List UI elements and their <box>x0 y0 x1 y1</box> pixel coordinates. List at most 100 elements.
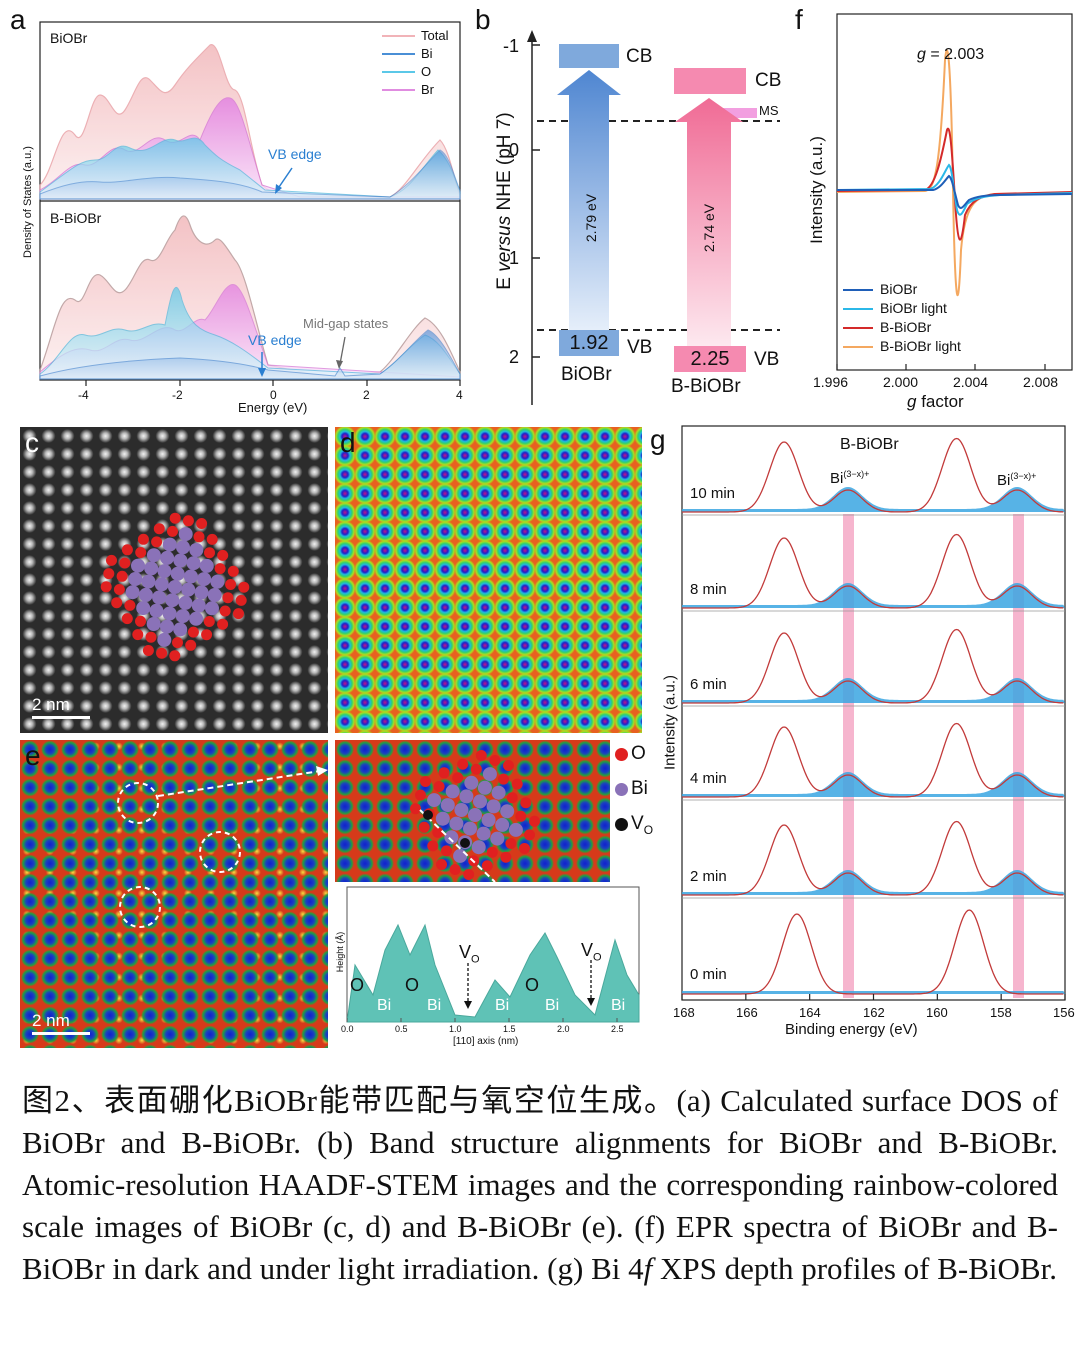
profile-vo-1-v: V <box>459 942 472 962</box>
o-atom <box>217 549 229 561</box>
xps-xtick-3: 162 <box>863 1005 885 1020</box>
band-alignment-diagram <box>527 30 780 405</box>
xps-fit-curve <box>682 820 1064 896</box>
legend-o: O <box>421 64 432 79</box>
xps-fit-curve <box>682 533 1064 609</box>
bi-atom <box>165 593 180 608</box>
o-atom <box>519 843 530 854</box>
xps-xtick-5: 158 <box>990 1005 1012 1020</box>
inset-overlay <box>410 750 540 882</box>
bbiobr-name: B-BiOBr <box>671 376 741 397</box>
bi-atom <box>427 793 442 808</box>
biobr-gap: 2.79 eV <box>583 193 599 243</box>
o-atom <box>511 778 523 790</box>
epr-legend-2: B-BiOBr <box>880 319 932 335</box>
xps-fit-curve <box>682 437 1064 513</box>
bi-atom <box>146 548 161 563</box>
legend-vo-label: VO <box>631 813 653 837</box>
profile-xtick-1: 0.5 <box>395 1024 408 1034</box>
bi-atom <box>173 553 188 568</box>
xps-component-fill <box>682 772 1065 797</box>
o-atom <box>457 758 469 770</box>
band-ytick-3: 2 <box>509 347 520 367</box>
legend-total: Total <box>421 28 449 43</box>
vb-edge-bottom: VB edge <box>248 332 302 348</box>
o-atom <box>225 579 237 590</box>
bi-atom <box>125 585 140 600</box>
o-atom <box>486 846 498 858</box>
o-atom <box>156 647 168 659</box>
o-atom <box>106 554 117 566</box>
profile-xtick-0: 0.0 <box>341 1024 354 1034</box>
bi-atom <box>160 619 174 634</box>
xps-depth-plot <box>681 425 1066 1001</box>
panel-e-zoom-inset <box>335 740 610 882</box>
bi-atom <box>149 603 164 618</box>
g-value-symbol: g <box>917 46 926 63</box>
o-atom <box>436 859 447 870</box>
o-atom <box>233 608 244 620</box>
o-atom <box>420 776 431 787</box>
legend-bi: Bi <box>421 46 433 61</box>
epr-legend-3: B-BiOBr light <box>880 338 961 354</box>
bi-atom <box>207 588 222 602</box>
o-atom <box>113 584 125 595</box>
midgap-label: Mid-gap states <box>303 316 389 331</box>
epr-ylabel: Intensity (a.u.) <box>807 136 826 244</box>
bi-atom <box>176 540 190 555</box>
bbiobr-vb-label: VB <box>754 349 780 370</box>
xps-peak-label-2-bi: Bi <box>997 472 1011 489</box>
o-atom <box>498 773 509 785</box>
o-atom <box>452 772 464 784</box>
o-atom <box>204 547 215 559</box>
bbiobr-vb-value: 2.25 <box>690 348 730 370</box>
bi-atom <box>491 785 506 800</box>
o-atom <box>214 563 226 575</box>
panel-label-f: f <box>795 4 803 35</box>
xps-peak-label-1-sup: (3−x)+ <box>843 469 870 479</box>
epr-xtick-2: 2.004 <box>953 374 989 390</box>
biobr-vb-label: VB <box>627 337 653 358</box>
o-atom <box>520 797 532 809</box>
o-atom <box>182 515 194 527</box>
dos-xtick-2: 0 <box>270 388 277 402</box>
biobr-vb-value: 1.92 <box>569 332 609 354</box>
dos-ylabel: Density of States (a.u.) <box>22 146 34 258</box>
o-atom <box>187 626 199 638</box>
o-atom <box>238 581 250 593</box>
xps-fit-curve <box>682 628 1064 704</box>
panel-label-g: g <box>650 424 666 455</box>
profile-xtick-3: 1.5 <box>503 1024 516 1034</box>
height-profile: Height (Å) O Bi O Bi Bi O Bi Bi VO VO 0.… <box>335 885 645 1050</box>
band-ylabel-suffix: NHE (pH 7) <box>494 112 515 216</box>
o-atom <box>119 557 131 569</box>
panel-f: f g = 2.003 Intensity (a.u.) BiOBr BiOBr… <box>795 0 1080 420</box>
bi-atom <box>170 566 185 581</box>
bi-atom <box>495 817 510 832</box>
o-atom <box>432 826 444 838</box>
epr-legend-1: BiOBr light <box>880 300 947 316</box>
panel-a: a BiOBr B-BiOBr Total Bi O Br VB edge VB… <box>0 0 475 420</box>
panel-e-rainbow-image: e 2 nm <box>20 740 328 1048</box>
bi-atom <box>453 848 468 863</box>
profile-label-2: O <box>405 975 420 995</box>
xps-component-fill <box>682 991 1065 994</box>
bi-atom <box>481 813 496 827</box>
bi-atom <box>138 587 153 602</box>
legend-vo-sub: O <box>643 822 654 837</box>
bi-atom <box>157 564 172 579</box>
profile-label-3: Bi <box>427 997 442 1014</box>
bi-atom <box>468 808 482 822</box>
bi-atom <box>500 804 515 819</box>
o-atom <box>167 525 178 537</box>
xps-xtick-0: 168 <box>673 1005 695 1020</box>
bi-atom <box>154 577 169 592</box>
o-atom <box>103 568 115 580</box>
bi-atom <box>189 611 204 626</box>
o-atom <box>438 767 450 779</box>
caption-text-end: XPS depth profiles of B-BiOBr. <box>652 1251 1057 1286</box>
band-ytick-2: 1 <box>509 248 520 268</box>
o-atom <box>153 523 165 535</box>
bi-atom <box>205 601 219 616</box>
o-atom <box>111 597 123 609</box>
